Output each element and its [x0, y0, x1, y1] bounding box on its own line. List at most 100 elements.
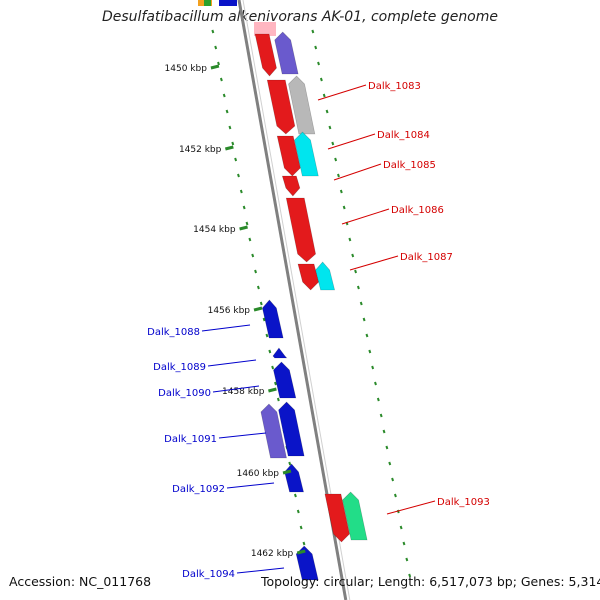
dotted-guide-inner	[268, 349, 272, 354]
dotted-guide-inner	[271, 365, 275, 370]
dotted-guide-outer	[322, 93, 326, 98]
gene-arrow-dalk-1086	[285, 197, 316, 263]
tick-label: 1456 kbp	[208, 306, 251, 316]
label-leader-line	[236, 567, 285, 574]
dotted-guide-outer	[368, 349, 372, 354]
dotted-guide-outer	[374, 381, 377, 386]
dotted-guide-outer	[402, 541, 406, 546]
dotted-guide-outer	[391, 477, 395, 482]
dotted-guide-inner	[225, 109, 229, 114]
label-leader-line	[201, 324, 251, 332]
tick-label: 1462 kbp	[251, 549, 294, 559]
tick-mark	[239, 225, 248, 231]
dotted-guide-inner	[302, 541, 306, 546]
dotted-guide-outer	[311, 29, 315, 34]
dotted-guide-inner	[239, 189, 243, 194]
dotted-guide-outer	[351, 253, 355, 258]
gene-label: Dalk_1092	[172, 484, 225, 495]
tick-mark	[296, 549, 306, 555]
dotted-guide-outer	[365, 333, 369, 338]
tick-label: 1458 kbp	[222, 387, 265, 397]
dotted-guide-outer	[325, 109, 329, 114]
tick-mark	[253, 306, 263, 312]
tick-mark	[282, 469, 292, 475]
gene-label: Dalk_1087	[400, 252, 453, 263]
dotted-guide-outer	[399, 525, 403, 530]
topology-text: Topology: circular; Length: 6,517,073 bp…	[261, 574, 600, 589]
gene-arrow-dalk-1090	[273, 361, 297, 399]
map-title: Desulfatibacillum alkenivorans AK-01, co…	[101, 9, 499, 25]
gene-label: Dalk_1088	[147, 327, 200, 338]
accession-text: Accession: NC_011768	[9, 574, 152, 589]
dotted-guide-outer	[314, 45, 318, 50]
dotted-guide-outer	[396, 509, 400, 514]
gene-arrow-dalk-1084	[276, 135, 301, 177]
dotted-guide-inner	[293, 493, 297, 498]
tick-mark	[210, 64, 220, 70]
dotted-guide-inner	[262, 317, 266, 322]
dotted-guide-outer	[382, 429, 386, 434]
cog-box-gray	[288, 75, 316, 135]
dotted-guide-inner	[299, 525, 303, 530]
partial-feature-green	[204, 0, 211, 6]
tick-label: 1450 kbp	[165, 64, 208, 74]
dotted-guide-outer	[408, 573, 412, 578]
tick-mark	[224, 145, 234, 151]
dotted-guide-inner	[276, 397, 280, 402]
dotted-guide-outer	[334, 157, 338, 162]
dotted-guide-inner	[259, 301, 263, 306]
cog-box-slate	[274, 31, 299, 75]
dotted-guide-inner	[228, 125, 232, 130]
dotted-guide-outer	[319, 77, 323, 82]
tick-label: 1452 kbp	[179, 145, 222, 155]
gene-arrow-dalk-1088	[262, 299, 284, 339]
dotted-guide-inner	[214, 45, 218, 50]
dotted-guide-outer	[342, 205, 346, 210]
partial-feature-blue	[219, 0, 237, 6]
dotted-guide-outer	[348, 237, 352, 242]
dotted-guide-inner	[288, 461, 292, 466]
dotted-guide-inner	[274, 381, 277, 386]
cog-box-green	[342, 491, 368, 541]
dotted-guide-inner	[254, 269, 258, 274]
dotted-guide-outer	[328, 125, 332, 130]
tick-label: 1460 kbp	[237, 469, 280, 479]
dotted-guide-inner	[231, 141, 235, 146]
label-leader-line	[317, 84, 367, 101]
gene-label: Dalk_1089	[153, 362, 206, 373]
label-leader-line	[341, 208, 390, 225]
gene-label: Dalk_1083	[368, 81, 421, 92]
dotted-guide-outer	[393, 493, 397, 498]
label-leader-line	[212, 385, 260, 393]
dotted-guide-outer	[356, 285, 360, 290]
dotted-guide-inner	[234, 157, 238, 162]
partial-feature-pink	[254, 22, 276, 36]
label-leader-line	[386, 500, 436, 515]
gene-arrow-dalk-1083	[266, 79, 296, 135]
label-leader-line	[349, 255, 399, 271]
dotted-guide-inner	[219, 77, 223, 82]
dotted-guide-outer	[359, 301, 363, 306]
gene-arrow-dalk-1092	[284, 463, 304, 493]
gene-arrow-dalk-1093	[324, 493, 350, 543]
cog-box-cyan	[294, 131, 319, 177]
tick-mark	[268, 387, 277, 393]
dotted-guide-outer	[331, 141, 335, 146]
label-leader-line	[207, 359, 257, 367]
dotted-guide-inner	[256, 285, 260, 290]
gene-arrow-dalk-1087	[297, 263, 319, 291]
dotted-guide-outer	[354, 269, 358, 274]
dotted-guide-inner	[245, 221, 249, 226]
dotted-guide-inner	[211, 29, 215, 34]
gene-arrow-dalk-1085	[281, 175, 301, 197]
dotted-guide-outer	[385, 445, 389, 450]
dotted-guide-inner	[217, 61, 220, 66]
gene-label: Dalk_1084	[377, 130, 430, 141]
label-leader-line	[218, 432, 267, 439]
dotted-guide-outer	[339, 189, 343, 194]
dotted-guide-inner	[222, 93, 226, 98]
label-leader-line	[327, 133, 376, 150]
label-leader-line	[333, 163, 382, 181]
gene-label: Dalk_1093	[437, 497, 490, 508]
